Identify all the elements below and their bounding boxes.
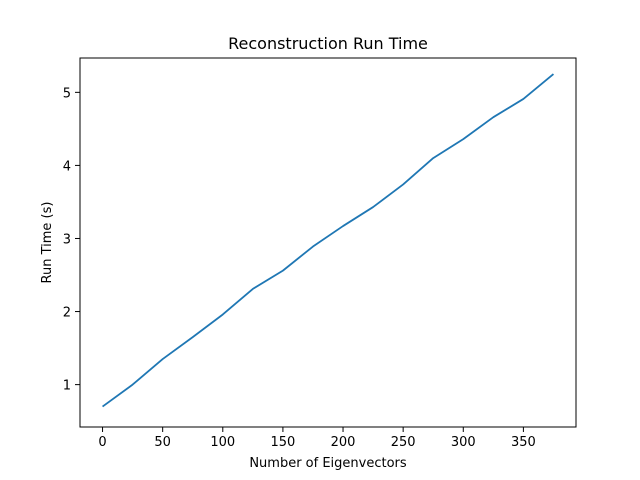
x-tick-label: 250 <box>391 435 416 450</box>
x-axis-label: Number of Eigenvectors <box>249 456 407 471</box>
series-line-0 <box>102 73 555 408</box>
x-tick-label: 300 <box>451 435 476 450</box>
y-tick-label: 1 <box>63 379 71 394</box>
chart-title: Reconstruction Run Time <box>228 34 428 53</box>
x-tick-label: 150 <box>270 435 295 450</box>
y-tick-label: 5 <box>63 86 71 101</box>
x-tick-label: 350 <box>511 435 536 450</box>
y-axis-ticks: 1 2 3 4 5 <box>63 86 80 394</box>
y-axis-label: Run Time (s) <box>40 202 55 284</box>
y-tick-label: 4 <box>63 159 71 174</box>
x-tick-label: 0 <box>98 435 106 450</box>
plot-frame <box>79 57 577 428</box>
y-tick-label: 2 <box>63 306 71 321</box>
x-axis-ticks: 0 50 100 150 200 250 300 350 <box>98 427 536 450</box>
plot-series <box>102 73 555 408</box>
x-tick-label: 200 <box>331 435 356 450</box>
y-tick-label: 3 <box>63 232 71 247</box>
x-tick-label: 100 <box>210 435 235 450</box>
x-tick-label: 50 <box>154 435 171 450</box>
